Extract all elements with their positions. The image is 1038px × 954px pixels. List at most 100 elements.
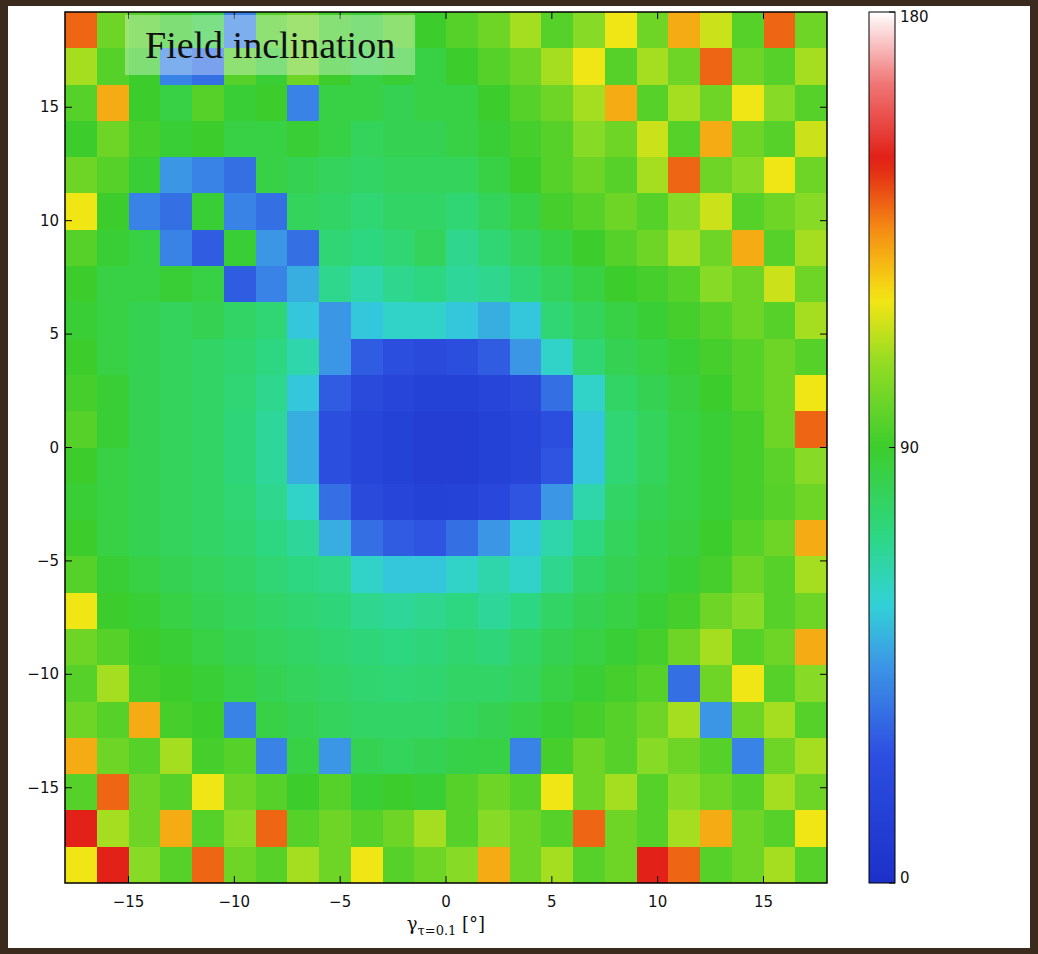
- heatmap-cell: [319, 339, 351, 376]
- heatmap-cell: [668, 48, 700, 85]
- heatmap-cell: [160, 411, 192, 448]
- heatmap-cell: [160, 121, 192, 158]
- heatmap-cell: [764, 121, 796, 158]
- heatmap-cell: [192, 774, 224, 811]
- heatmap-cell: [605, 230, 637, 267]
- heatmap-cell: [700, 230, 732, 267]
- x-tick-label: 10: [648, 893, 667, 911]
- heatmap-cell: [97, 302, 129, 339]
- heatmap-cell: [160, 302, 192, 339]
- heatmap-cell: [160, 665, 192, 702]
- heatmap-cell: [256, 847, 288, 883]
- heatmap-cell: [65, 375, 97, 412]
- heatmap-cell: [795, 448, 827, 485]
- heatmap-cell: [351, 484, 383, 521]
- heatmap-cell: [319, 230, 351, 267]
- heatmap-cell: [732, 193, 764, 230]
- heatmap-cell: [795, 411, 827, 448]
- colorbar-tick: [889, 883, 895, 884]
- heatmap-cell: [414, 520, 446, 557]
- heatmap-cell: [446, 48, 478, 85]
- heatmap-cell: [414, 738, 446, 775]
- heatmap-cell: [383, 629, 415, 666]
- heatmap-cell: [414, 702, 446, 739]
- heatmap-cell: [192, 302, 224, 339]
- heatmap-cell: [160, 375, 192, 412]
- heatmap-cell: [256, 230, 288, 267]
- heatmap-cell: [97, 448, 129, 485]
- heatmap-cell: [732, 375, 764, 412]
- x-axis-title: γτ=0.1 [°]: [407, 913, 485, 938]
- heatmap-cell: [97, 85, 129, 122]
- heatmap-cell: [573, 375, 605, 412]
- x-axis-title-rest: [°]: [456, 913, 485, 934]
- heatmap-cell: [446, 193, 478, 230]
- heatmap-cell: [287, 810, 319, 847]
- heatmap-cell: [287, 738, 319, 775]
- heatmap-cell: [414, 810, 446, 847]
- x-tick: [763, 876, 764, 883]
- heatmap-cell: [732, 411, 764, 448]
- heatmap-cell: [541, 665, 573, 702]
- heatmap-cell: [573, 121, 605, 158]
- heatmap-cell: [478, 411, 510, 448]
- heatmap-cell: [383, 665, 415, 702]
- heatmap-cell: [129, 339, 161, 376]
- y-tick-label: −15: [27, 779, 59, 797]
- heatmap-cell: [668, 411, 700, 448]
- heatmap-cell: [192, 847, 224, 883]
- y-tick: [65, 674, 72, 675]
- heatmap-cell: [795, 665, 827, 702]
- heatmap-cell: [764, 302, 796, 339]
- heatmap-cell: [605, 193, 637, 230]
- heatmap-cell: [446, 556, 478, 593]
- heatmap-cell: [65, 193, 97, 230]
- heatmap-cell: [573, 339, 605, 376]
- heatmap-cell: [541, 738, 573, 775]
- y-tick-right: [820, 107, 827, 108]
- heatmap-cell: [65, 629, 97, 666]
- heatmap-cell: [414, 484, 446, 521]
- heatmap-cell: [510, 230, 542, 267]
- heatmap-cell: [97, 193, 129, 230]
- heatmap-cell: [510, 157, 542, 194]
- y-tick-right: [820, 787, 827, 788]
- heatmap-cell: [129, 665, 161, 702]
- heatmap-cell: [732, 702, 764, 739]
- heatmap-cell: [510, 266, 542, 303]
- heatmap-cell: [668, 665, 700, 702]
- y-tick: [65, 107, 72, 108]
- heatmap-cell: [351, 556, 383, 593]
- heatmap-cell: [224, 411, 256, 448]
- chart: −15−10−5051015−15−10−5051015γτ=0.1 [°]Fi…: [0, 0, 1038, 954]
- heatmap-cell: [383, 774, 415, 811]
- heatmap-cell: [192, 375, 224, 412]
- heatmap-cell: [637, 302, 669, 339]
- heatmap-cell: [224, 847, 256, 883]
- heatmap-cell: [224, 484, 256, 521]
- y-tick-label: 5: [49, 325, 59, 343]
- heatmap-cell: [65, 520, 97, 557]
- heatmap-cell: [637, 847, 669, 883]
- heatmap-cell: [668, 121, 700, 158]
- heatmap-cell: [287, 702, 319, 739]
- heatmap-cell: [510, 12, 542, 49]
- heatmap-cell: [129, 702, 161, 739]
- heatmap-cell: [446, 847, 478, 883]
- heatmap-cell: [224, 556, 256, 593]
- heatmap-cell: [605, 411, 637, 448]
- heatmap-cell: [192, 702, 224, 739]
- heatmap-cell: [573, 302, 605, 339]
- heatmap-cell: [383, 702, 415, 739]
- y-tick-label: −10: [27, 665, 59, 683]
- heatmap-cell: [573, 12, 605, 49]
- heatmap-cell: [129, 448, 161, 485]
- heatmap-cell: [414, 847, 446, 883]
- heatmap-cell: [668, 375, 700, 412]
- heatmap-cell: [605, 702, 637, 739]
- heatmap-cell: [160, 738, 192, 775]
- heatmap-cell: [795, 302, 827, 339]
- heatmap-cell: [65, 157, 97, 194]
- heatmap-cell: [287, 266, 319, 303]
- heatmap-cell: [192, 520, 224, 557]
